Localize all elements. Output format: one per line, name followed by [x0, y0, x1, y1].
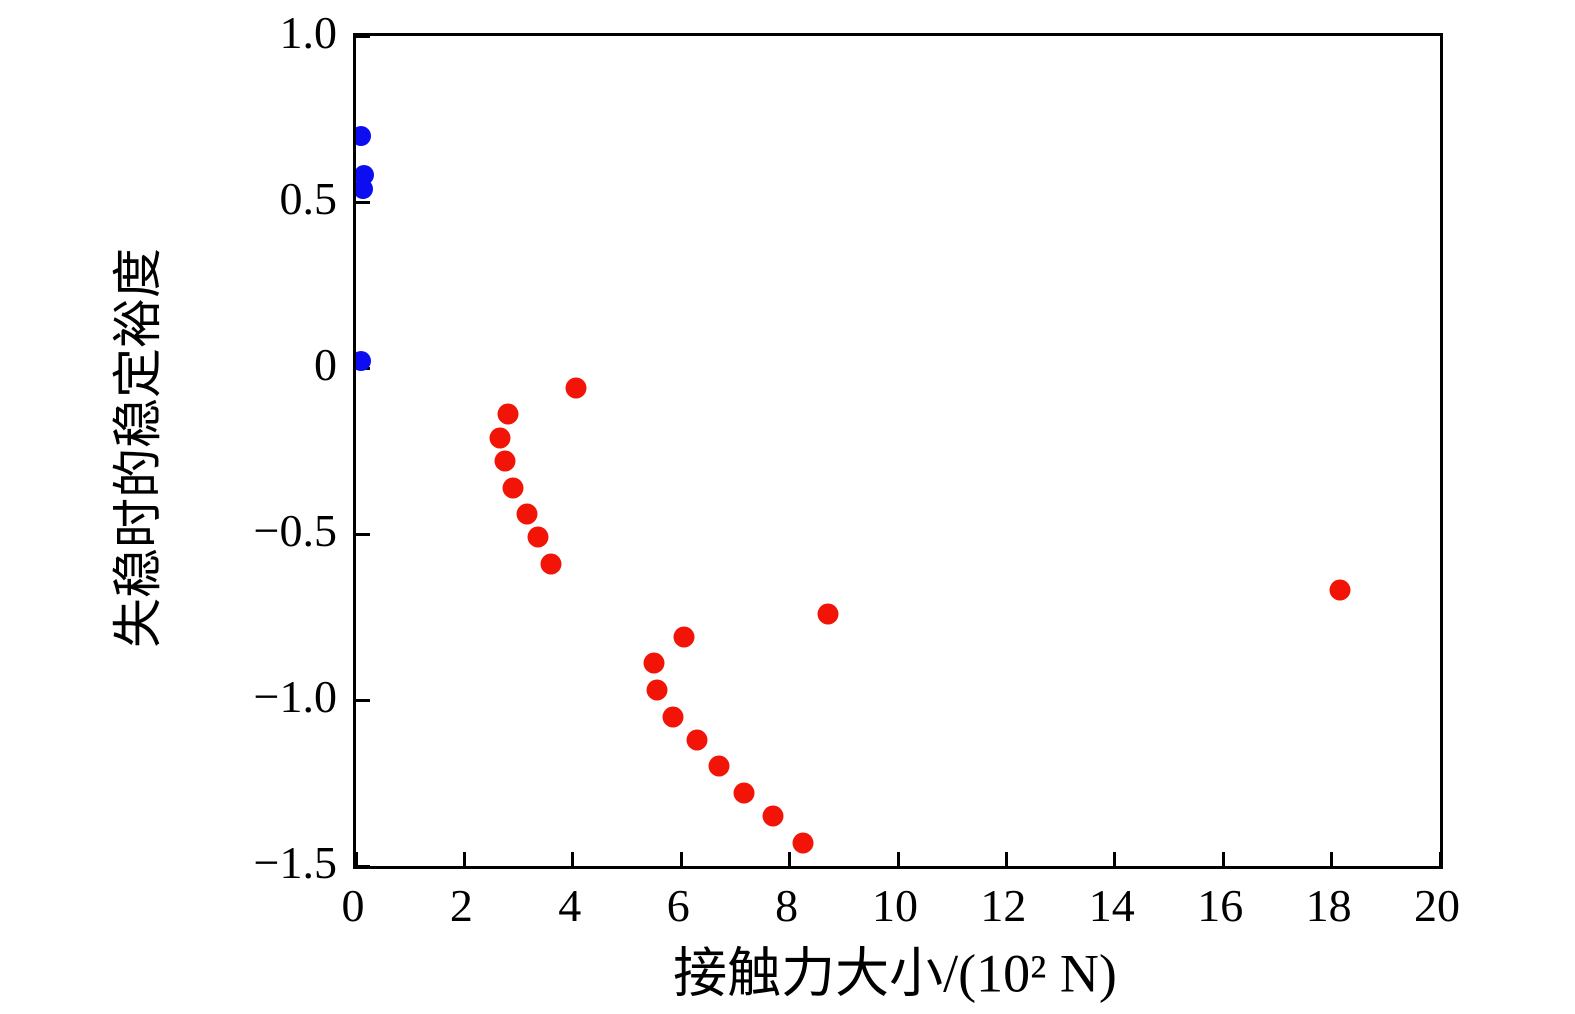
- data-point-red-points: [762, 805, 784, 827]
- x-tick-label: 20: [1414, 880, 1460, 931]
- plot-area: [353, 33, 1443, 869]
- x-tick-label: 14: [1088, 880, 1135, 931]
- data-point-red-points: [497, 403, 519, 425]
- data-point-red-points: [686, 729, 708, 751]
- x-tick-mark: [462, 852, 466, 866]
- x-tick-label: 18: [1305, 880, 1352, 931]
- x-tick-mark: [356, 852, 358, 866]
- x-tick-mark: [1221, 852, 1225, 866]
- y-tick-label: −1.0: [253, 671, 337, 722]
- data-point-red-points: [817, 603, 839, 625]
- data-point-blue-points: [356, 125, 372, 146]
- data-point-red-points: [643, 652, 665, 674]
- x-tick-label: 10: [872, 880, 918, 931]
- y-tick-label: 0: [314, 339, 337, 390]
- data-point-blue-points: [356, 178, 373, 199]
- data-point-red-points: [516, 503, 538, 525]
- y-tick-mark: [356, 532, 370, 536]
- x-tick-label: 8: [775, 880, 799, 931]
- y-tick-label: −0.5: [253, 505, 337, 556]
- data-point-red-points: [527, 526, 549, 548]
- data-point-red-points: [733, 782, 755, 804]
- y-axis-label: 失稳时的稳定裕度: [110, 248, 166, 648]
- y-tick-mark: [356, 200, 370, 204]
- x-tick-label: 2: [449, 880, 473, 931]
- data-point-red-points: [673, 626, 695, 648]
- data-point-blue-points: [356, 351, 372, 372]
- y-tick-label: 1.0: [279, 7, 338, 58]
- data-point-red-points: [1329, 579, 1351, 601]
- x-tick-mark: [571, 852, 575, 866]
- data-point-red-points: [565, 377, 586, 399]
- x-tick-mark: [679, 852, 683, 866]
- y-tick-mark: [356, 698, 370, 702]
- y-tick-mark: [356, 864, 370, 866]
- data-point-red-points: [540, 553, 562, 575]
- x-tick-mark: [896, 852, 900, 866]
- x-tick-mark: [1330, 852, 1334, 866]
- x-tick-mark: [788, 852, 792, 866]
- y-tick-label: 0.5: [279, 173, 338, 224]
- data-point-red-points: [792, 832, 814, 854]
- data-point-red-points: [489, 427, 511, 449]
- x-tick-label: 16: [1197, 880, 1244, 931]
- data-point-red-points: [494, 450, 516, 472]
- x-tick-label: 6: [666, 880, 690, 931]
- x-axis-label: 接触力大小/(10² N): [673, 943, 1117, 1004]
- x-tick-mark: [1004, 852, 1008, 866]
- x-tick-label: 4: [558, 880, 582, 931]
- y-tick-label: −1.5: [253, 837, 337, 888]
- data-point-red-points: [646, 679, 668, 701]
- x-tick-label: 12: [980, 880, 1027, 931]
- data-point-red-points: [502, 477, 524, 499]
- y-tick-mark: [356, 36, 370, 38]
- data-point-red-points: [708, 755, 730, 777]
- x-tick-mark: [1113, 852, 1117, 866]
- x-tick-label: 0: [341, 880, 365, 931]
- data-point-red-points: [662, 706, 684, 728]
- x-tick-mark: [1438, 852, 1440, 866]
